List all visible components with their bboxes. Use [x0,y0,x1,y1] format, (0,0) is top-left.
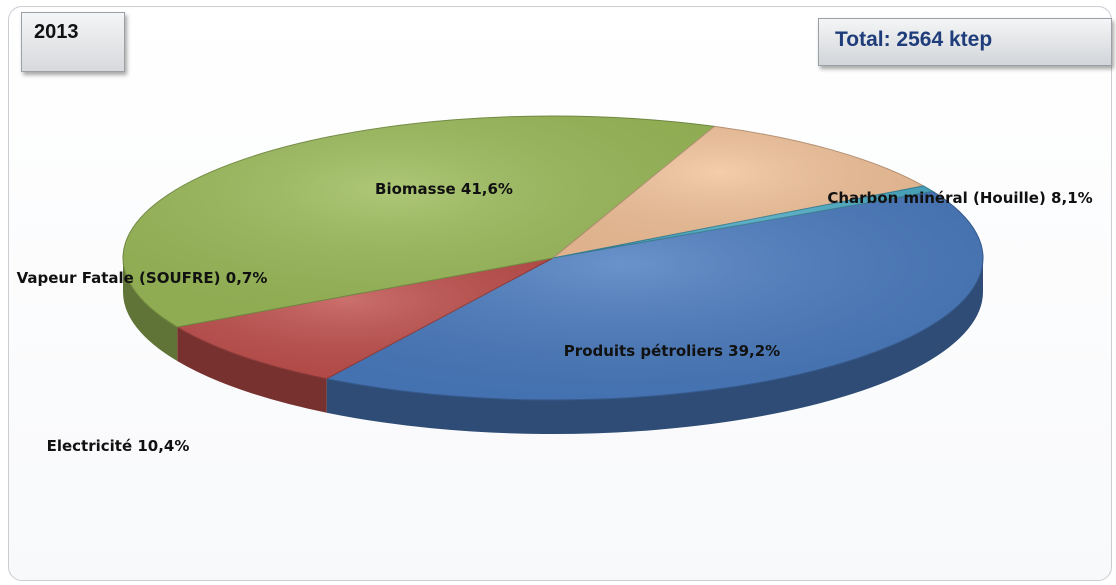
pie-label-4: Vapeur Fatale (SOUFRE) 0,7% [17,269,268,287]
pie-label-1: Charbon minéral (Houille) 8,1% [827,189,1092,207]
total-box: Total: 2564 ktep [818,18,1112,66]
pie-slice-gloss-3 [553,126,924,258]
pie-slice-side-1 [177,327,327,413]
pie-label-0: Biomasse 41,6% [375,180,513,198]
pie-slice-gloss-1 [177,258,554,379]
chart-title: 2013 [34,21,79,43]
pie-slice-gloss-4 [553,185,933,258]
year-title-box: 2013 [21,12,125,72]
pie-label-2: Produits pétroliers 39,2% [564,342,780,360]
pie-slice-gloss-2 [123,116,715,328]
pie-slice-side-0 [326,258,983,434]
total-label: Total: 2564 ktep [835,28,993,51]
pie-slice-side-2 [123,258,178,362]
pie-slice-gloss-0 [326,191,983,400]
pie-label-3: Electricité 10,4% [47,437,190,455]
